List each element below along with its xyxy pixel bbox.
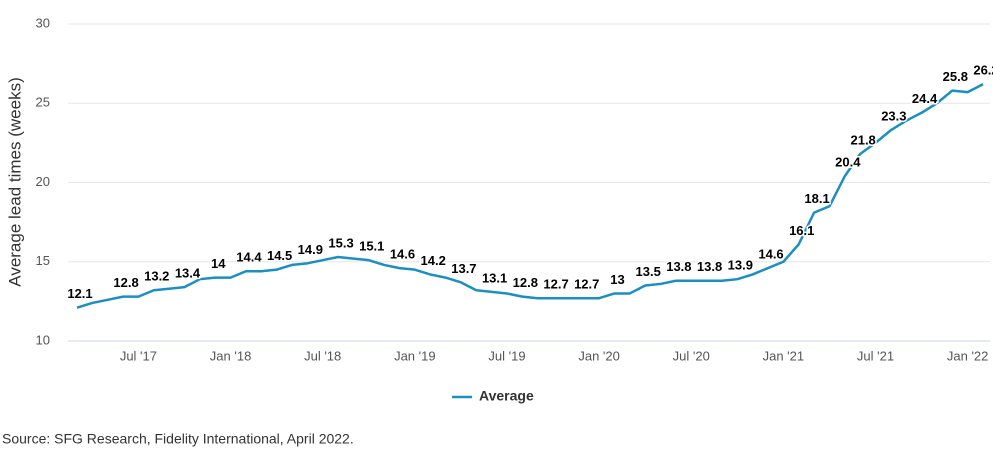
- data-label: 14.4: [236, 250, 262, 265]
- y-tick-label: 15: [36, 253, 50, 268]
- data-label: 13: [610, 272, 624, 287]
- data-label: 12.7: [574, 277, 599, 292]
- data-label: 16.1: [789, 223, 814, 238]
- x-tick-label: Jan '22: [947, 348, 989, 363]
- data-label: 12.8: [113, 275, 138, 290]
- data-label: 12.1: [67, 286, 92, 301]
- data-label: 20.4: [835, 155, 861, 170]
- data-label: 26.2: [973, 63, 993, 78]
- data-label: 23.3: [881, 109, 906, 124]
- data-label: 13.1: [482, 270, 507, 285]
- data-label: 15.1: [359, 239, 384, 254]
- data-label: 14.6: [758, 247, 783, 262]
- data-label: 13.8: [666, 259, 691, 274]
- x-tick-label: Jan '19: [394, 348, 436, 363]
- x-tick-label: Jul '19: [488, 348, 525, 363]
- x-tick-label: Jan '18: [210, 348, 252, 363]
- y-tick-label: 20: [36, 174, 50, 189]
- source: Source: SFG Research, Fidelity Internati…: [2, 431, 354, 447]
- data-label: 21.8: [850, 132, 875, 147]
- data-label: 13.2: [144, 269, 169, 284]
- legend-label: Average: [479, 388, 534, 404]
- data-label: 14.6: [390, 247, 415, 262]
- y-axis-title: Average lead times (weeks): [5, 77, 24, 286]
- data-label: 13.5: [636, 264, 661, 279]
- data-label: 14.5: [267, 248, 292, 263]
- x-tick-label: Jul '17: [120, 348, 157, 363]
- x-tick-label: Jul '18: [304, 348, 341, 363]
- data-label: 18.1: [804, 191, 829, 206]
- data-label: 12.8: [513, 275, 538, 290]
- x-tick-label: Jan '20: [578, 348, 620, 363]
- data-label: 15.3: [328, 235, 353, 250]
- data-label: 12.7: [543, 277, 568, 292]
- data-label: 14: [211, 256, 226, 271]
- x-tick-label: Jul '21: [857, 348, 894, 363]
- data-label: 25.8: [943, 69, 968, 84]
- data-label: 13.9: [728, 258, 753, 273]
- x-tick-label: Jul '20: [673, 348, 710, 363]
- data-label: 13.7: [451, 261, 476, 276]
- data-label: 14.2: [421, 253, 446, 268]
- data-label: 24.4: [912, 91, 938, 106]
- x-tick-label: Jan '21: [763, 348, 805, 363]
- y-tick-label: 10: [36, 332, 50, 347]
- y-tick-label: 30: [36, 15, 50, 30]
- line: [76, 83, 984, 309]
- y-tick-label: 25: [36, 95, 50, 110]
- data-label: 14.9: [298, 242, 323, 257]
- data-label: 13.8: [697, 259, 722, 274]
- data-label: 13.4: [175, 266, 201, 281]
